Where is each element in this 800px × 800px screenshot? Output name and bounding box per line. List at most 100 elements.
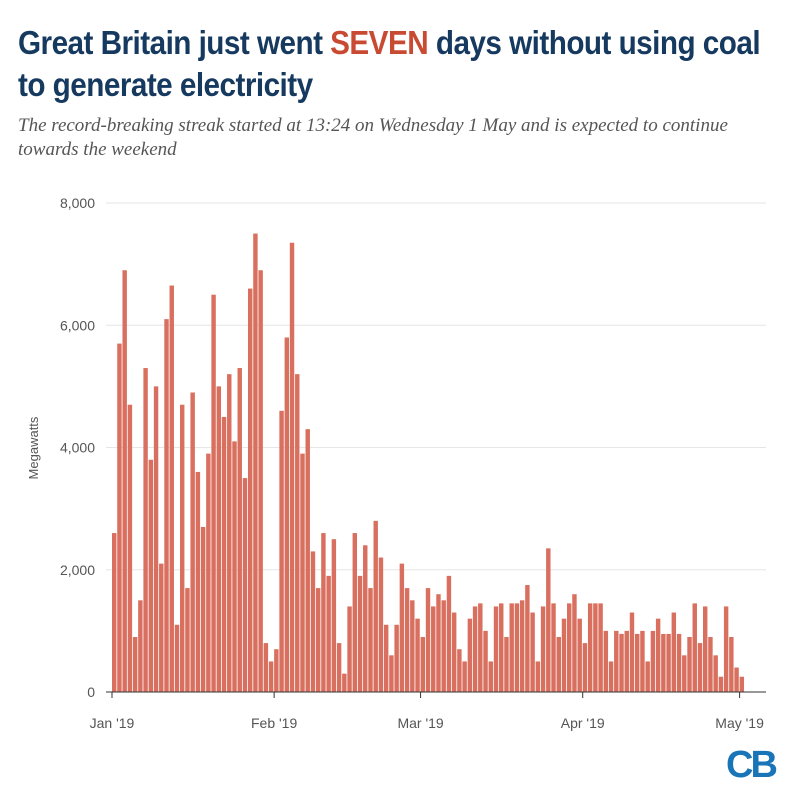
bars [112,233,745,692]
bar [519,600,525,692]
bar [635,633,640,692]
y-tick-label: 2,000 [60,562,95,578]
bar [394,624,399,692]
bar [315,588,321,692]
bar [179,404,185,692]
bar [451,612,457,692]
bar [598,603,603,692]
bar [718,676,724,692]
bar [734,667,739,692]
bar [587,603,593,692]
bar [572,594,577,692]
bar [132,636,138,692]
bar [425,588,431,692]
x-tick-label: Jan '19 [90,715,135,731]
bar [169,285,174,692]
bar [148,459,154,692]
bar [624,630,629,692]
bar [640,630,645,692]
bar [253,233,258,692]
bar [336,643,342,692]
bar [389,655,394,692]
bar [713,655,718,692]
bar [729,636,734,692]
bar [404,588,410,692]
bar [174,624,180,692]
bar [263,643,269,692]
x-tick-label: Apr '19 [561,715,605,731]
bar [666,633,671,692]
bar [321,533,326,692]
x-tick-label: Mar '19 [397,715,443,731]
y-axis-ticks: 0 2,000 4,000 6,000 8,000 [60,195,95,700]
bar [436,594,441,692]
bar [546,548,551,692]
title-text-start: Great Britain just went [18,24,331,61]
bar [577,618,582,692]
bar [211,294,216,692]
bar [525,585,530,692]
bar [352,533,358,692]
bar [326,575,331,692]
bar [676,633,682,692]
bar [431,606,436,692]
bar [221,416,227,692]
bar [708,636,713,692]
bar [399,563,405,692]
bar [127,404,133,692]
bar [216,386,222,692]
bar [331,539,337,692]
x-tick-label: Feb '19 [251,715,297,731]
bar [561,618,567,692]
bar [410,600,415,692]
bar [462,661,467,692]
bar [274,649,279,692]
bar [493,606,499,692]
bar [153,386,159,692]
bar [478,603,483,692]
bar [446,575,452,692]
x-tick-label: May '19 [715,715,764,731]
bar [200,526,206,692]
bar [206,453,211,692]
bar [195,471,201,692]
bar [232,441,237,692]
y-tick-label: 6,000 [60,317,95,333]
bar [671,612,677,692]
bar [499,603,504,692]
bar [122,270,127,692]
bar [247,288,253,692]
bar [185,588,190,692]
bar [112,533,117,692]
bar [514,603,520,692]
bar [378,557,384,692]
bar [614,630,619,692]
bar [347,606,352,692]
bar [357,575,363,692]
bar [697,643,703,692]
bar [457,649,462,692]
bar [242,478,248,692]
bar [289,242,295,692]
bar [279,410,284,692]
title-highlight: SEVEN [330,24,429,61]
bar [227,374,232,692]
bar [305,429,310,692]
y-gridlines [106,202,766,571]
bar [117,343,122,692]
bar [295,374,300,692]
bar [551,603,556,692]
bar [143,368,148,692]
bar [441,600,446,692]
bar [739,676,745,692]
bar [702,606,708,692]
bar [661,633,666,692]
bar [593,603,598,692]
y-axis-label: Megawatts [26,416,41,479]
bar [284,337,290,692]
y-tick-label: 8,000 [60,195,95,211]
bar [603,630,609,692]
bar [687,636,692,692]
bar [650,630,656,692]
